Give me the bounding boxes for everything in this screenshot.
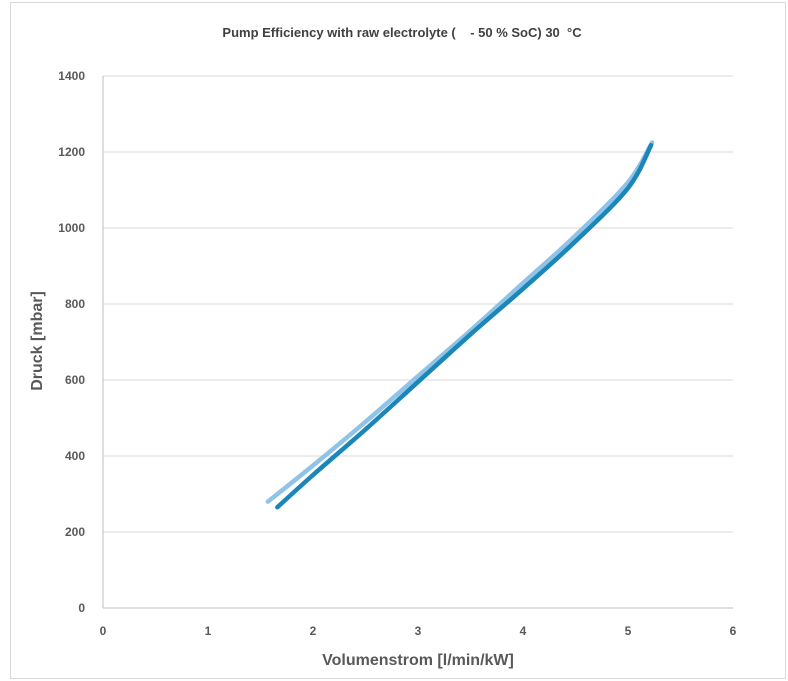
x-tick-label: 5: [625, 624, 632, 638]
x-tick-label: 2: [310, 624, 317, 638]
chart-title: Pump Efficiency with raw electrolyte ( -…: [222, 25, 582, 40]
tick-labels: 0 200 400 600 800 1000 1200 1400 0 1 2 3 4 5 6: [58, 69, 736, 638]
x-tick-label: 6: [730, 624, 737, 638]
series-line-1: [265, 140, 655, 504]
y-tick-label: 0: [78, 601, 85, 615]
y-tick-label: 1400: [58, 69, 85, 83]
axes: [102, 76, 733, 609]
series-line-2: [275, 142, 654, 510]
chart-frame: [10, 2, 786, 679]
x-axis-title: Volumenstrom [l/min/kW]: [322, 652, 514, 669]
y-axis-title: Druck [mbar]: [29, 291, 46, 391]
y-tick-label: 200: [65, 525, 85, 539]
y-tick-label: 600: [65, 373, 85, 387]
data-series: [265, 140, 655, 510]
x-tick-label: 4: [520, 624, 527, 638]
y-tick-label: 1000: [58, 221, 85, 235]
x-tick-label: 1: [205, 624, 212, 638]
y-tick-label: 1200: [58, 145, 85, 159]
gridlines: [103, 75, 733, 533]
x-tick-label: 3: [415, 624, 422, 638]
y-tick-label: 800: [65, 297, 85, 311]
y-tick-label: 400: [65, 449, 85, 463]
x-tick-label: 0: [100, 624, 107, 638]
